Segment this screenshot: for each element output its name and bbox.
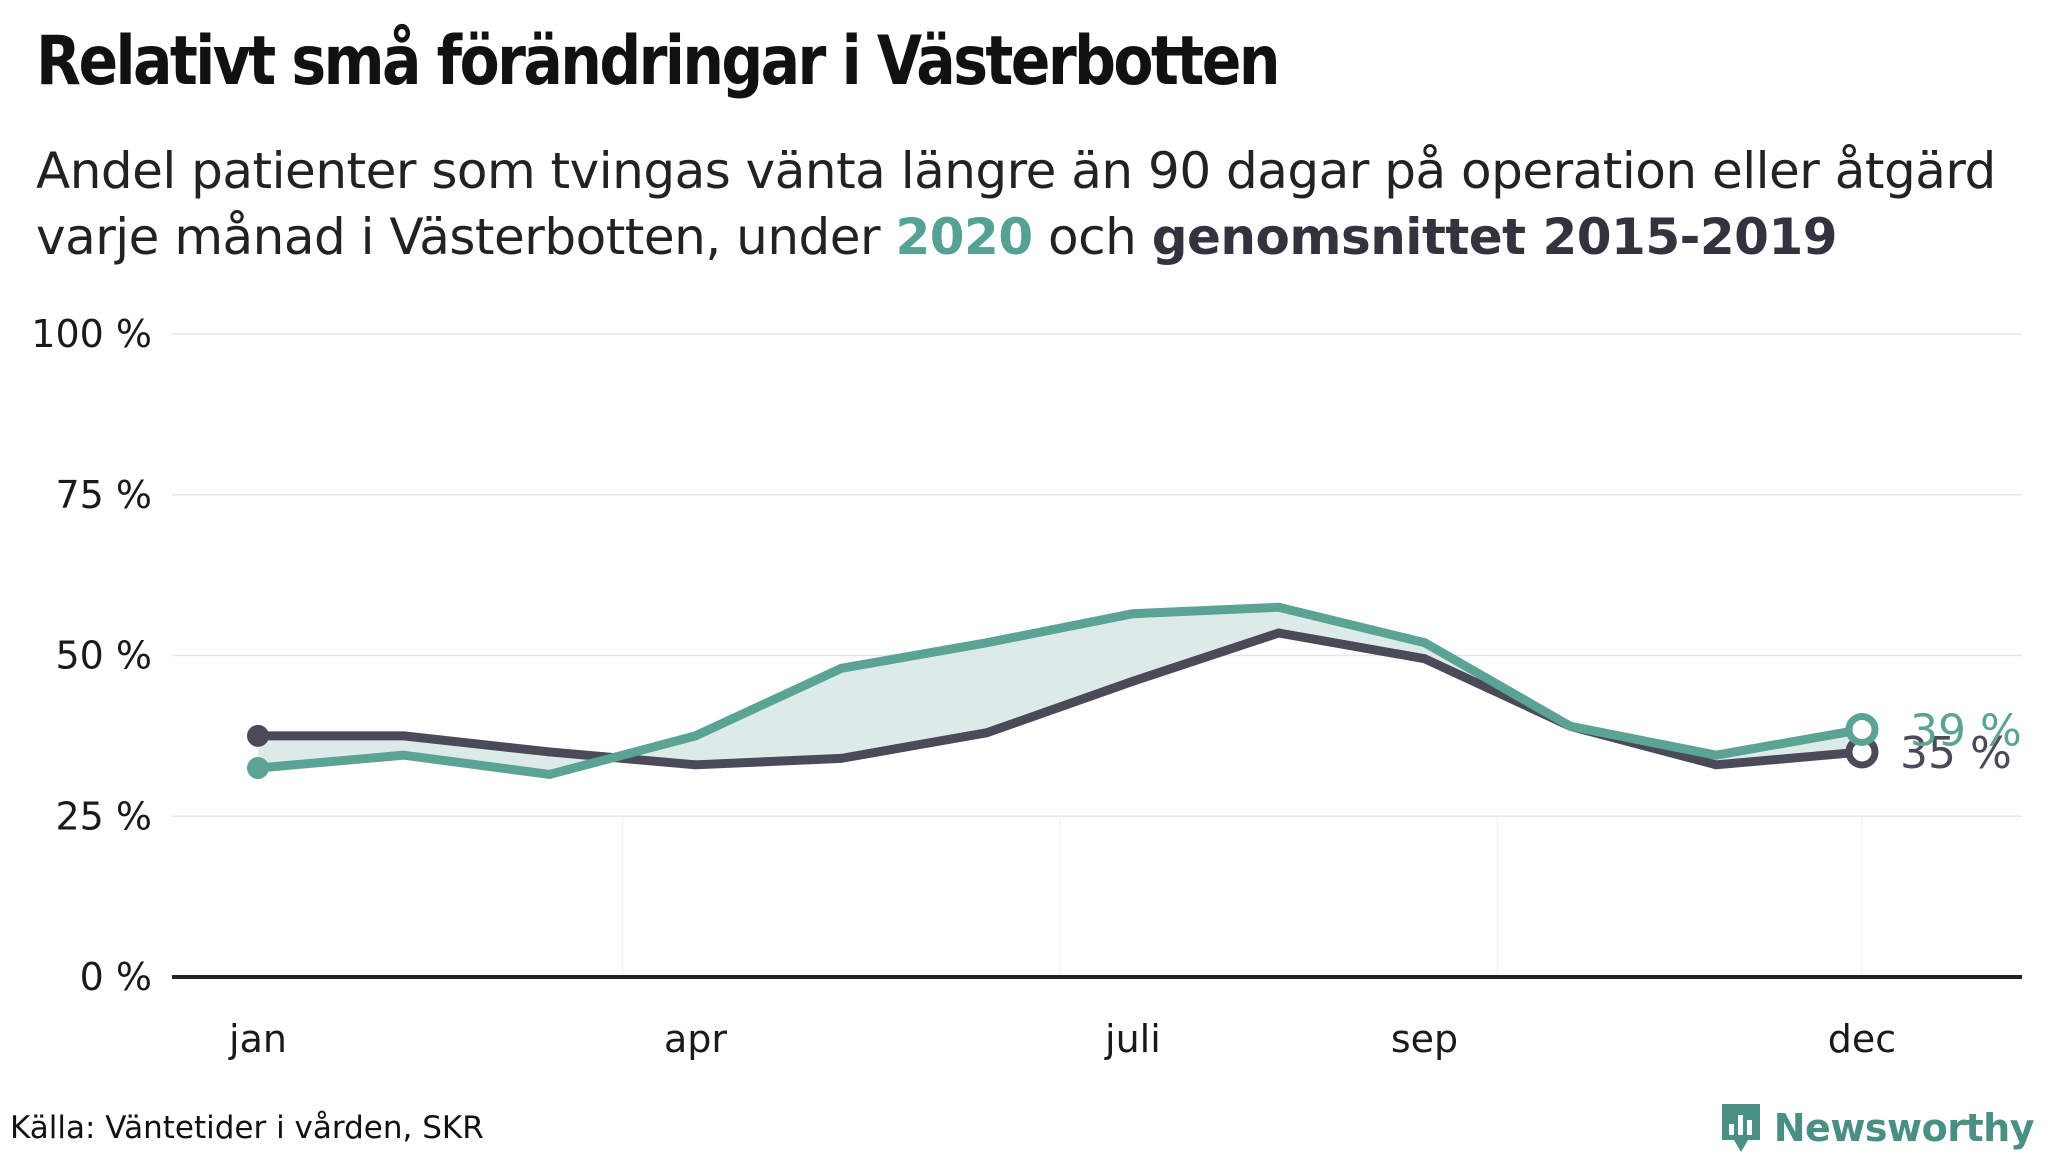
source-note: Källa: Väntetider i vården, SKR: [10, 1110, 484, 1146]
data-point-average: [690, 760, 700, 770]
data-point-average: [399, 731, 409, 741]
data-point-average: [1274, 628, 1284, 638]
data-point-2020: [690, 731, 700, 741]
difference-band-layer: [258, 607, 1862, 775]
difference-band: [258, 607, 1862, 775]
y-tick-label: 100 %: [31, 312, 152, 356]
subtitle-legend-2020: 2020: [895, 208, 1033, 266]
chart-subtitle: Andel patienter som tvingas vänta längre…: [36, 138, 1996, 270]
end-marker-2020: [1845, 712, 1879, 746]
x-tick-label: juli: [1104, 1017, 1161, 1061]
end-label-2020: 39 %: [1910, 705, 2022, 756]
subtitle-prefix: varje månad i Västerbotten, under: [36, 208, 896, 266]
x-tick-label: apr: [664, 1017, 727, 1061]
series-line-2020: [253, 602, 1867, 779]
end-label-average: 35 %: [1900, 728, 2012, 779]
x-tick-label: jan: [228, 1017, 287, 1061]
data-point-2020: [1711, 750, 1721, 760]
data-point-average: [836, 753, 846, 763]
label-layer: 0 % 25 % 50 % 75 % 100 % jan apr juli sep dec 35 %…: [31, 312, 2022, 1061]
subtitle-line-2: varje månad i Västerbotten, under 2020 o…: [36, 204, 1996, 270]
data-point-average: [1128, 676, 1138, 686]
series-layer: [247, 602, 1879, 780]
data-point-2020: [1128, 609, 1138, 619]
newsworthy-logo-icon: [1721, 1104, 1760, 1152]
data-point-2020: [982, 638, 992, 648]
data-point-2020: [399, 750, 409, 760]
grid-layer: [172, 333, 2022, 977]
data-point-2020: [545, 769, 555, 779]
data-point-2020: [1274, 602, 1284, 612]
data-point-2020: [1420, 638, 1430, 648]
y-tick-label: 50 %: [55, 634, 152, 678]
subtitle-legend-average: genomsnittet 2015-2019: [1151, 208, 1838, 266]
brand[interactable]: Newsworthy: [1718, 1100, 2035, 1156]
start-marker-average: [247, 724, 269, 747]
data-point-average: [982, 728, 992, 738]
subtitle-line-1: Andel patienter som tvingas vänta längre…: [36, 142, 1996, 200]
start-marker-2020: [247, 757, 269, 780]
x-tick-label: sep: [1391, 1017, 1458, 1061]
data-point-2020: [836, 663, 846, 673]
data-point-2020: [1565, 721, 1575, 731]
chart-title: Relativt små förändringar i Västerbotten: [36, 22, 1280, 101]
y-tick-label: 75 %: [55, 473, 152, 517]
subtitle-mid: och: [1032, 208, 1152, 266]
y-tick-label: 0 %: [80, 955, 152, 999]
x-tick-label: dec: [1828, 1017, 1896, 1061]
data-point-average: [1420, 654, 1430, 664]
data-point-average: [545, 747, 555, 757]
data-point-average: [1711, 760, 1721, 770]
y-tick-label: 25 %: [55, 794, 152, 838]
brand-name: Newsworthy: [1773, 1106, 2035, 1150]
